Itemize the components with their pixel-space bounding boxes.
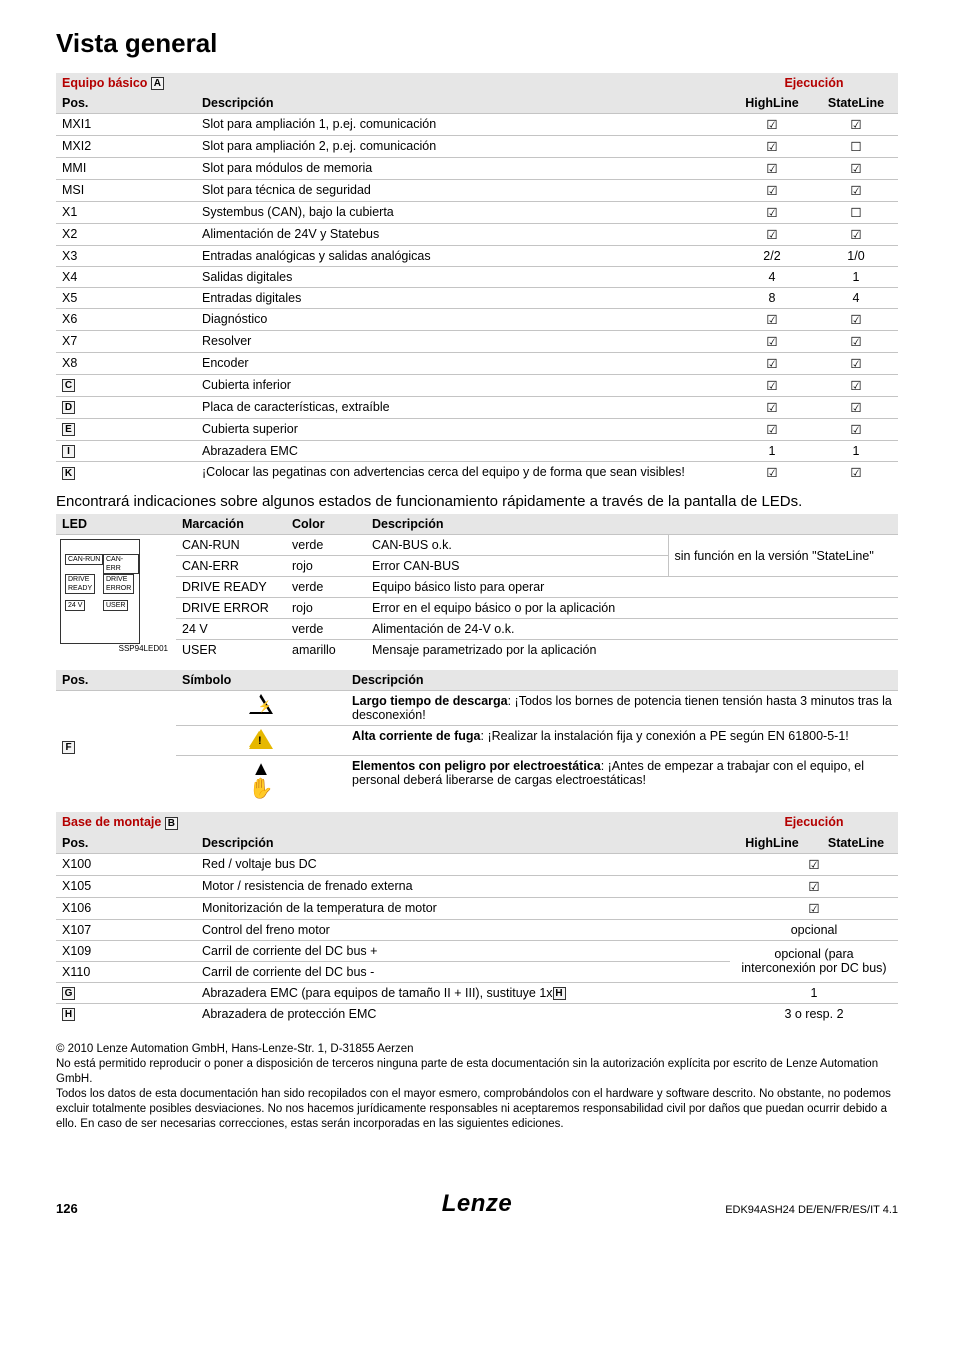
- table-led: LED Marcación Color Descripción CAN-RUN …: [56, 514, 898, 660]
- table-row: IAbrazadera EMC11: [56, 441, 898, 462]
- table-row: HAbrazadera de protección EMC3 o resp. 2: [56, 1003, 898, 1024]
- table-row: K¡Colocar las pegatinas con advertencias…: [56, 462, 898, 484]
- table-row: X107Control del freno motoropcional: [56, 919, 898, 940]
- table-row: MMISlot para módulos de memoria☑☑: [56, 158, 898, 180]
- footer: © 2010 Lenze Automation GmbH, Hans-Lenze…: [56, 1042, 898, 1132]
- table-row: X6Diagnóstico☑☑: [56, 309, 898, 331]
- table-row: DPlaca de características, extraíble☑☑: [56, 397, 898, 419]
- table-row: ECubierta superior☑☑: [56, 419, 898, 441]
- led-diagram: CAN-RUN CAN-ERR DRIVEREADY DRIVEERROR 24…: [60, 539, 140, 644]
- t4-col-desc: Descripción: [196, 833, 730, 854]
- table-row: MXI1Slot para ampliación 1, p.ej. comuni…: [56, 114, 898, 136]
- table-row: X5Entradas digitales84: [56, 288, 898, 309]
- t3-desc-0: Largo tiempo de descarga: ¡Todos los bor…: [346, 691, 898, 726]
- brand-logo: Lenze: [442, 1190, 513, 1218]
- table-row: MXI2Slot para ampliación 2, p.ej. comuni…: [56, 136, 898, 158]
- t4-col-hl: HighLine: [730, 833, 814, 854]
- table-row: X8Encoder☑☑: [56, 353, 898, 375]
- bolt-icon: ⚡: [176, 691, 346, 726]
- t1-col-desc: Descripción: [196, 93, 730, 114]
- t4-head-left: Base de montaje B: [56, 812, 730, 832]
- table-base-montaje: Base de montaje B Ejecución Pos. Descrip…: [56, 812, 898, 1024]
- t4-col-sl: StateLine: [814, 833, 898, 854]
- table-row: X7Resolver☑☑: [56, 331, 898, 353]
- t3-desc-2: Elementos con peligro por electroestátic…: [346, 756, 898, 803]
- warning-icon: !: [176, 726, 346, 756]
- t3-col-desc: Descripción: [346, 670, 898, 691]
- led-note: Encontrará indicaciones sobre algunos es…: [56, 493, 898, 510]
- page-number: 126: [56, 1201, 78, 1216]
- t2-col-led: LED: [56, 514, 176, 535]
- doc-id: EDK94ASH24 DE/EN/FR/ES/IT 4.1: [725, 1204, 898, 1216]
- table-row: X105Motor / resistencia de frenado exter…: [56, 875, 898, 897]
- table-row: X4Salidas digitales41: [56, 267, 898, 288]
- t1-col-pos: Pos.: [56, 93, 196, 114]
- t1-head-right: Ejecución: [730, 73, 898, 93]
- table-row: X100Red / voltaje bus DC☑: [56, 853, 898, 875]
- t3-col-pos: Pos.: [56, 670, 176, 691]
- t2-col-desc: Descripción: [366, 514, 898, 535]
- footer-p1: No está permitido reproducir o poner a d…: [56, 1057, 898, 1087]
- table-row: X106Monitorización de la temperatura de …: [56, 897, 898, 919]
- t3-pos: F: [56, 691, 176, 803]
- table-row: GAbrazadera EMC (para equipos de tamaño …: [56, 982, 898, 1003]
- table-row: X1Systembus (CAN), bajo la cubierta☑☐: [56, 202, 898, 224]
- table-equipo-basico: Equipo básico A Ejecución Pos. Descripci…: [56, 73, 898, 483]
- page-title: Vista general: [56, 28, 898, 59]
- footer-p2: Todos los datos de esta documentación ha…: [56, 1087, 898, 1132]
- t2-note-span: sin función en la versión "StateLine": [668, 535, 898, 577]
- esd-icon: ▲✋: [176, 756, 346, 803]
- footer-copy: © 2010 Lenze Automation GmbH, Hans-Lenze…: [56, 1042, 898, 1057]
- table-row: MSISlot para técnica de seguridad☑☑: [56, 180, 898, 202]
- table-row: X109Carril de corriente del DC bus +opci…: [56, 940, 898, 961]
- t3-desc-1: Alta corriente de fuga: ¡Realizar la ins…: [346, 726, 898, 756]
- t4-col-pos: Pos.: [56, 833, 196, 854]
- table-row: X2Alimentación de 24V y Statebus☑☑: [56, 224, 898, 246]
- t3-col-sym: Símbolo: [176, 670, 346, 691]
- t2-col-mark: Marcación: [176, 514, 286, 535]
- table-symbols: Pos. Símbolo Descripción F ⚡ Largo tiemp…: [56, 670, 898, 802]
- t1-col-sl: StateLine: [814, 93, 898, 114]
- t1-head-left: Equipo básico A: [56, 73, 730, 93]
- table-row: X3Entradas analógicas y salidas analógic…: [56, 246, 898, 267]
- t4-head-right: Ejecución: [730, 812, 898, 832]
- t2-col-color: Color: [286, 514, 366, 535]
- table-row: CCubierta inferior☑☑: [56, 375, 898, 397]
- led-caption: SSP94LED01: [60, 644, 172, 653]
- t1-col-hl: HighLine: [730, 93, 814, 114]
